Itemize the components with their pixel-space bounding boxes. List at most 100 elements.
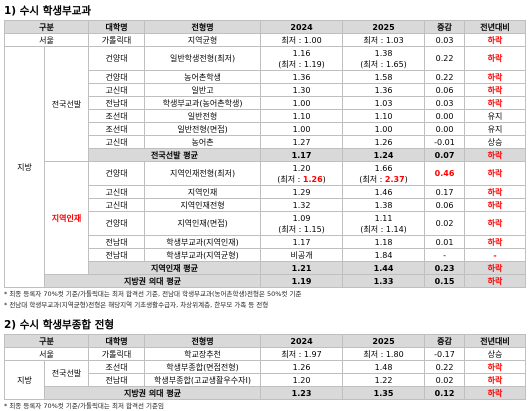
y2024-cell: 1.16 (최저 : 1.19): [260, 46, 344, 71]
y2024-cell: 1.20: [260, 373, 344, 387]
trend-cell: 유지: [464, 109, 527, 123]
summary-label: 지역인재 평균: [88, 261, 262, 275]
y2025-min: (최저 : 2.37): [345, 174, 422, 185]
trend-cell: 하락: [464, 211, 527, 236]
y2025-cell: 1.38 (최저 : 1.65): [342, 46, 426, 71]
univ-cell: 건양대: [88, 70, 146, 84]
y2025-cell: 1.35: [342, 386, 426, 400]
univ-cell: 전남대: [88, 373, 146, 387]
min-suffix: ): [404, 174, 408, 184]
trend-cell: 하락: [464, 161, 527, 186]
y2025-cell: 1.03: [342, 96, 426, 110]
summary-row-total: 지방권 의대 평균 1.19 1.33 0.15 하락: [5, 274, 527, 288]
diff-cell: -0.17: [424, 347, 466, 361]
footnote-3: * 최종 등록자 70%컷 기준/가톨릭대는 최저 합격선 기준임: [4, 402, 164, 410]
summary-label: 전국선발 평균: [88, 148, 262, 162]
trend-cell: 하락: [464, 185, 527, 199]
section2-title: 2) 수시 학생부종합 전형: [4, 319, 115, 331]
y2024-value: 1.09: [292, 213, 311, 223]
header-2024: 2024: [260, 20, 344, 34]
diff-cell: 0.00: [424, 122, 466, 136]
table-row: 고신대 일반고 1.30 1.36 0.06 하락: [5, 83, 527, 97]
header-univ: 대학명: [88, 20, 146, 34]
table-row: 지역인재 건양대 지역인재전형(최저) 1.20 (최저 : 1.26) 1.66…: [5, 161, 527, 275]
summary-label: 지방권 의대 평균: [43, 386, 262, 400]
trend-cell: 하락: [464, 360, 527, 374]
diff-cell: -0.01: [424, 135, 466, 149]
y2025-cell: 1.26: [342, 135, 426, 149]
y2025-value: 1.38: [374, 48, 393, 58]
y2024-cell: 1.19: [260, 274, 344, 288]
univ-cell: 건양대: [88, 46, 146, 71]
y2024-cell: 1.17: [260, 148, 344, 162]
y2024-cell: 비공개: [260, 248, 344, 262]
diff-cell: 0.02: [424, 373, 466, 387]
type-cell: 지역인재(면접): [144, 211, 262, 236]
y2025-cell: 1.33: [342, 274, 426, 288]
y2025-cell: 1.22: [342, 373, 426, 387]
table-row: 지방 전국선발 건양대 일반학생전형(최저) 1.16 (최저 : 1.19) 1…: [4, 46, 527, 288]
trend-cell: 하락: [464, 198, 527, 212]
table-2: 구분 대학명 전형명 2024 2025 증감 전년대비 서울 가톨릭대 학교장…: [3, 334, 527, 400]
diff-cell: 0.12: [424, 386, 466, 400]
y2025-cell: 1.38: [342, 198, 426, 212]
y2025-cell: 1.58: [342, 70, 426, 84]
group-jeonguk: 전국선발: [43, 46, 90, 162]
y2024-cell: 1.27: [260, 135, 344, 149]
table-header: 구분 대학명 전형명 2024 2025 증감 전년대비: [3, 334, 527, 348]
y2024-cell: 1.09 (최저 : 1.15): [260, 211, 344, 236]
group-jeonguk: 전국선발: [43, 360, 90, 387]
diff-cell: 0.02: [424, 211, 466, 236]
type-cell: 일반전형(면접): [144, 122, 262, 136]
min-suffix: ): [322, 174, 326, 184]
region-jibang: 지방: [4, 360, 45, 400]
type-cell: 학생부교과(지역인재): [144, 235, 262, 249]
y2025-value: 1.11: [374, 213, 393, 223]
header-category: 구분: [3, 20, 90, 34]
y2024-value: 1.20: [292, 163, 311, 173]
trend-cell: 하락: [464, 148, 527, 162]
diff-cell: 0.23: [424, 261, 466, 275]
trend-cell: 유지: [464, 122, 527, 136]
diff-cell: 0.00: [424, 109, 466, 123]
summary-label: 지방권 의대 평균: [43, 274, 262, 288]
header-type: 전형명: [144, 334, 262, 348]
diff-cell: 0.17: [424, 185, 466, 199]
univ-cell: 고신대: [88, 135, 146, 149]
y2025-cell: 1.46: [342, 185, 426, 199]
y2024-min: (최저 : 1.15): [278, 224, 325, 234]
univ-cell: 가톨릭대: [88, 33, 146, 47]
y2024-cell: 1.23: [260, 386, 344, 400]
header-type: 전형명: [144, 20, 262, 34]
univ-cell: 고신대: [88, 185, 146, 199]
type-cell: 지역인재: [144, 185, 262, 199]
type-cell: 학생부교과(지역균형): [144, 248, 262, 262]
univ-cell: 전남대: [88, 235, 146, 249]
y2025-min: (최저 : 1.14): [360, 224, 407, 234]
univ-cell: 가톨릭대: [88, 347, 146, 361]
diff-cell: 0.06: [424, 198, 466, 212]
y2025-cell: 1.44: [342, 261, 426, 275]
type-cell: 지역인재전형(최저): [144, 161, 262, 186]
y2025-cell: 최저 : 1.80: [342, 347, 426, 361]
group-jiyeok: 지역인재: [43, 161, 90, 275]
y2024-cell: 1.30: [260, 83, 344, 97]
type-cell: 일반고: [144, 83, 262, 97]
y2025-cell: 1.36: [342, 83, 426, 97]
y2025-cell: 1.11 (최저 : 1.14): [342, 211, 426, 236]
trend-cell: 하락: [464, 235, 527, 249]
region-jibang: 지방: [4, 46, 45, 288]
type-cell: 지역균형: [144, 33, 262, 47]
y2024-cell: 1.00: [260, 96, 344, 110]
header-diff: 증감: [424, 334, 466, 348]
header-trend: 전년대비: [464, 334, 527, 348]
y2024-cell: 1.32: [260, 198, 344, 212]
type-cell: 농어촌: [144, 135, 262, 149]
y2025-cell: 1.18: [342, 235, 426, 249]
y2024-cell: 1.26: [260, 360, 344, 374]
univ-cell: 건양대: [88, 161, 146, 186]
trend-cell: -: [464, 248, 527, 262]
y2025-cell: 1.66 (최저 : 2.37): [342, 161, 426, 186]
footnote-2: * 전남대 학생부교과(지역균형)전형은 해당지역 기초생활수급자, 차상위계층…: [4, 301, 269, 309]
diff-cell: 0.22: [424, 70, 466, 84]
